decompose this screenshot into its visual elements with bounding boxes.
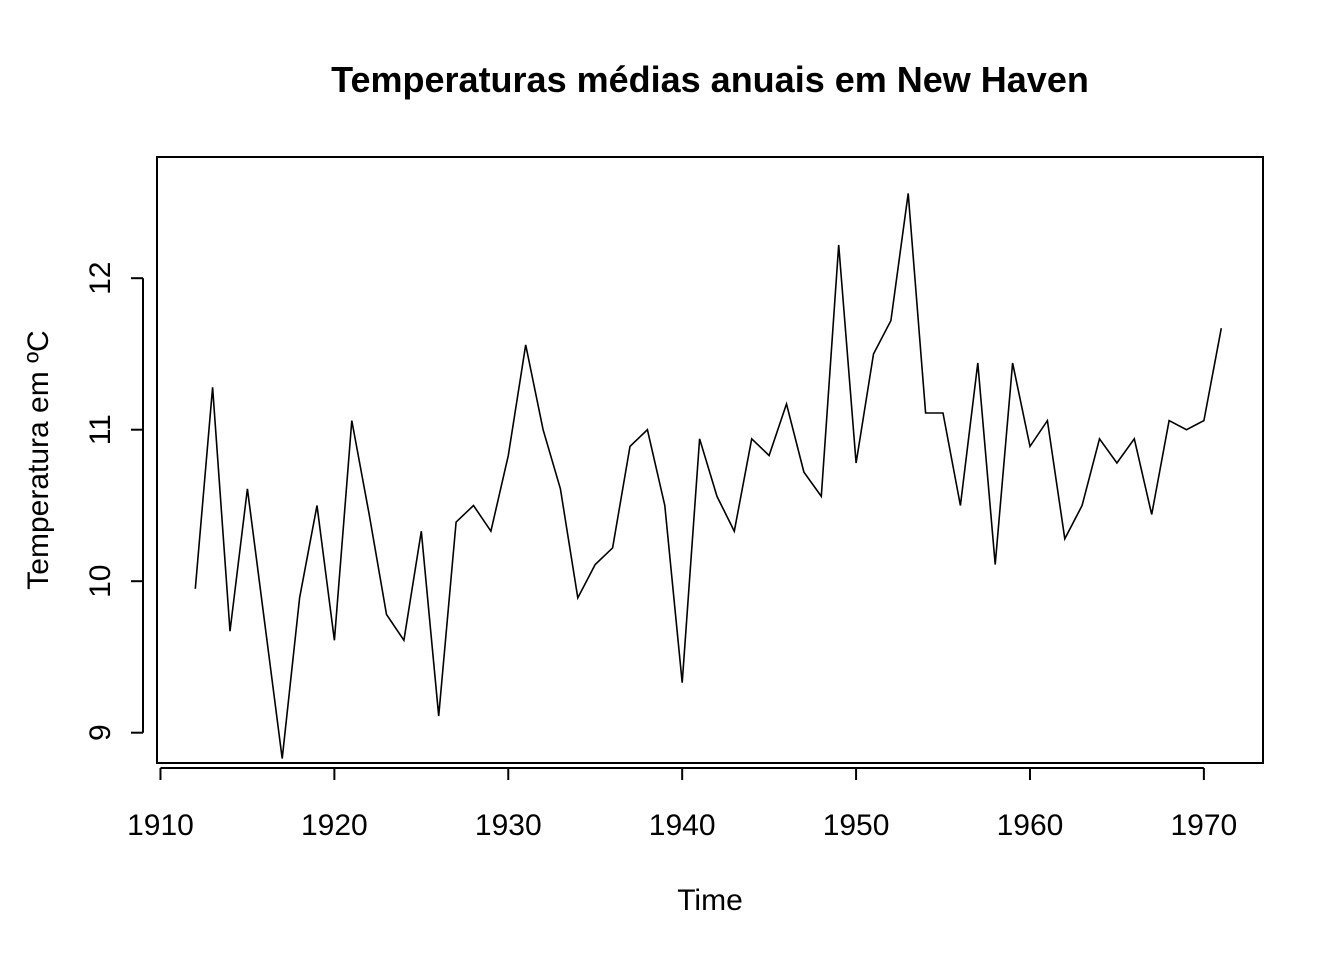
- x-tick-label: 1950: [823, 809, 890, 842]
- x-tick-label: 1970: [1170, 809, 1237, 842]
- x-axis-title: Time: [677, 884, 743, 917]
- x-tick-label: 1930: [475, 809, 542, 842]
- y-tick-label: 9: [84, 724, 117, 741]
- x-tick-label: 1960: [997, 809, 1064, 842]
- x-tick-label: 1940: [649, 809, 716, 842]
- y-axis-title: Temperatura em ºC: [22, 330, 55, 589]
- chart-title: Temperaturas médias anuais em New Haven: [331, 59, 1089, 100]
- x-axis: 1910 1920 1930 1940 1950 1960 1970: [127, 767, 1237, 842]
- y-tick-label: 12: [84, 262, 117, 295]
- y-tick-label: 11: [84, 414, 117, 445]
- x-tick-label: 1910: [127, 809, 194, 842]
- plot-frame: [156, 156, 1264, 764]
- x-tick-label: 1920: [301, 809, 368, 842]
- temperature-series-line: [194, 193, 1223, 759]
- y-tick-label: 10: [84, 565, 117, 598]
- y-axis: 9 10 11 12: [84, 262, 144, 741]
